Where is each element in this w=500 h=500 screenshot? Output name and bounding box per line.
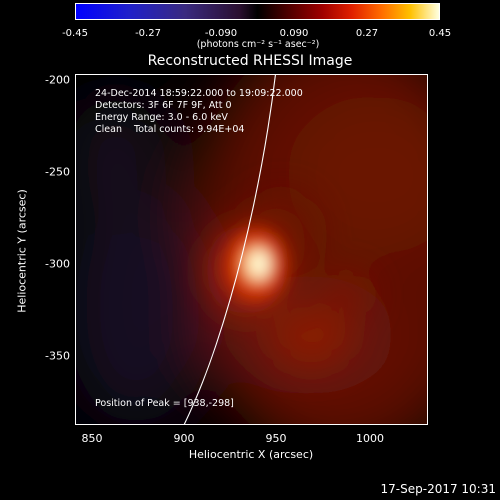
y-tick-label: -300 — [45, 257, 70, 271]
clean-counts-text: Clean Total counts: 9.94E+04 — [95, 124, 245, 135]
colorbar — [75, 3, 440, 20]
y-tick-label: -350 — [45, 349, 70, 363]
x-tick-label: 900 — [173, 432, 195, 445]
y-tick-label: -200 — [45, 73, 70, 87]
solar-image — [76, 75, 427, 424]
colorbar-tick: 0.45 — [428, 28, 452, 39]
x-tick-label: 950 — [265, 432, 287, 445]
peak-position-text: Position of Peak = [938,-298] — [95, 398, 234, 409]
colorbar-tick: -0.090 — [204, 28, 238, 39]
timestamp-footer: 17-Sep-2017 10:31 — [380, 482, 496, 496]
x-tick-label: 1000 — [356, 432, 384, 445]
energy-range-text: Energy Range: 3.0 - 6.0 keV — [95, 112, 228, 123]
time-range-text: 24-Dec-2014 18:59:22.000 to 19:09:22.000 — [95, 88, 303, 99]
colorbar-tick: -0.27 — [135, 28, 161, 39]
colorbar-tick: 0.090 — [279, 28, 309, 39]
colorbar-unit: (photons cm⁻² s⁻¹ asec⁻²) — [196, 39, 320, 50]
solar-image-panel: 24-Dec-2014 18:59:22.000 to 19:09:22.000… — [75, 74, 428, 425]
y-axis-label: Heliocentric Y (arcsec) — [15, 189, 29, 313]
detectors-text: Detectors: 3F 6F 7F 9F, Att 0 — [95, 100, 232, 111]
x-axis-label: Heliocentric X (arcsec) — [188, 448, 314, 461]
colorbar-tick: 0.27 — [355, 28, 379, 39]
x-tick-label: 850 — [81, 432, 103, 445]
image-title: Reconstructed RHESSI Image — [147, 53, 353, 69]
colorbar-tick: -0.45 — [62, 28, 88, 39]
y-tick-label: -250 — [45, 165, 70, 179]
flare-source — [226, 229, 286, 301]
solar-limb-line — [183, 75, 276, 424]
